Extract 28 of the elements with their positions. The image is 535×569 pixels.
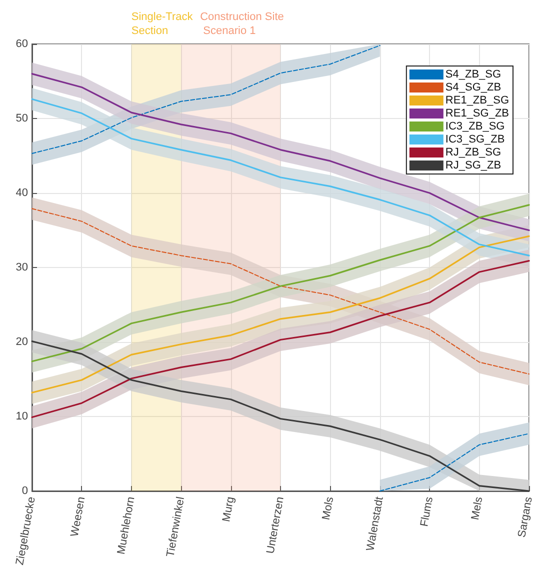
x-tick-label: Mels [469,495,486,521]
line-series [379,433,530,492]
band-label: Construction Site Scenario 1 [200,11,284,37]
x-tick-label: Sargans [516,495,535,538]
x-tick-label: Flums [418,495,436,528]
x-tick-label: Walenstadt [364,496,386,552]
y-tick-label: 40 [16,187,28,199]
legend-label: IC3_ZB_SG [445,120,505,132]
legend-label: RJ_SG_ZB [445,160,502,172]
y-tick-label: 20 [16,336,28,348]
legend-label: RE1_ZB_SG [445,94,510,106]
x-tick-label: Murg [220,496,237,523]
y-tick-label: 60 [16,38,28,50]
y-tick-label: 10 [16,410,28,422]
x-tick-label: Tiefenwinkel [164,496,188,558]
legend-label: S4_SG_ZB [445,82,502,94]
x-tick-label: Mols [320,495,336,521]
legend-label: S4_ZB_SG [445,68,502,80]
legend-label: RE1_SG_ZB [445,108,510,120]
x-tick-label: Muehlehorn [115,496,138,556]
y-tick-label: 0 [22,485,28,497]
legend-label: RJ_ZB_SG [445,146,502,158]
y-tick-label: 30 [16,262,28,274]
band-label: Single-Track Section [131,11,196,37]
x-tick-label: Unterterzen [264,496,286,555]
y-tick-label: 50 [16,112,28,124]
x-tick-label: Weesen [68,496,88,538]
legend-label: IC3_SG_ZB [445,134,505,146]
